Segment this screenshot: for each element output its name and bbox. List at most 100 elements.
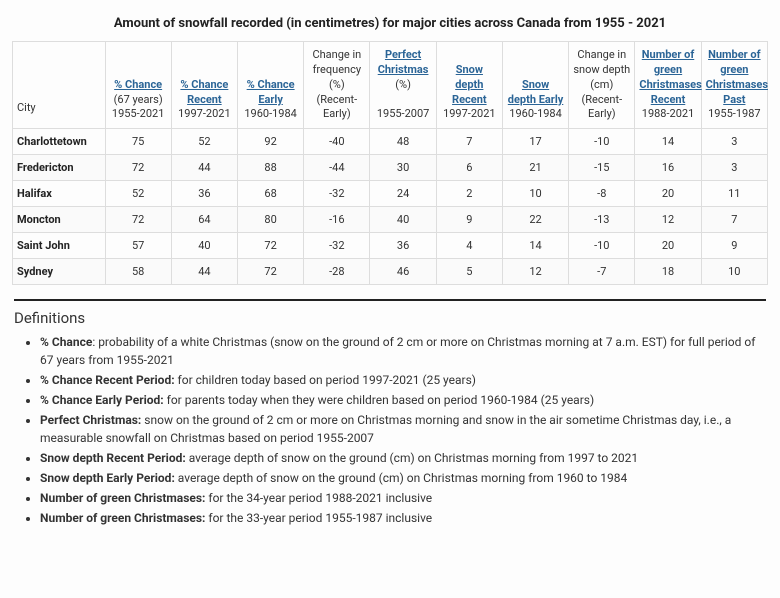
- cell-value: -10: [569, 233, 635, 259]
- cell-value: 80: [238, 207, 304, 233]
- definition-item: % Chance: probability of a white Christm…: [40, 333, 766, 369]
- table-header-row: City % Chance (67 years) 1955-2021 % Cha…: [13, 42, 768, 129]
- col-header-link[interactable]: % Chance Recent: [180, 78, 228, 106]
- cell-value: 92: [238, 129, 304, 155]
- cell-value: 22: [502, 207, 568, 233]
- definition-term: Perfect Christmas:: [40, 413, 141, 427]
- definition-term: Number of green Christmases:: [40, 491, 205, 505]
- cell-value: 44: [171, 259, 237, 285]
- cell-value: 36: [370, 233, 436, 259]
- definition-text: for the 34-year period 1988-2021 inclusi…: [205, 491, 432, 505]
- definition-item: Snow depth Recent Period: average depth …: [40, 449, 766, 467]
- cell-value: -16: [304, 207, 370, 233]
- cell-value: -8: [569, 181, 635, 207]
- cell-value: 12: [502, 259, 568, 285]
- cell-value: -10: [569, 129, 635, 155]
- cell-value: 12: [635, 207, 701, 233]
- cell-value: 44: [171, 155, 237, 181]
- cell-value: 48: [370, 129, 436, 155]
- definition-term: Number of green Christmases:: [40, 511, 205, 525]
- snowfall-table: City % Chance (67 years) 1955-2021 % Cha…: [12, 41, 768, 285]
- table-row: Saint John574072-3236414-10209: [13, 233, 768, 259]
- cell-city: Fredericton: [13, 155, 106, 181]
- cell-value: 10: [502, 181, 568, 207]
- col-header-sub: 1960-1984: [244, 107, 297, 120]
- cell-value: 36: [171, 181, 237, 207]
- col-header-change-depth: Change in snow depth (cm) (Recent-Early): [569, 42, 635, 129]
- col-header-link[interactable]: Snow depth Early: [508, 78, 564, 106]
- definition-text: snow on the ground of 2 cm or more on Ch…: [40, 413, 731, 445]
- cell-value: 21: [502, 155, 568, 181]
- col-header-sub: (%): [395, 78, 411, 91]
- cell-value: 72: [238, 259, 304, 285]
- definition-term: % Chance Recent Period:: [40, 373, 175, 387]
- col-header-link[interactable]: Number of green Christmases Recent: [639, 48, 701, 106]
- cell-value: 4: [436, 233, 502, 259]
- cell-value: 46: [370, 259, 436, 285]
- cell-value: -15: [569, 155, 635, 181]
- cell-value: -32: [304, 181, 370, 207]
- cell-value: 58: [105, 259, 171, 285]
- col-header-change-freq: Change in frequency (%) (Recent-Early): [304, 42, 370, 129]
- col-header-depth-recent: Snow depth Recent 1997-2021: [436, 42, 502, 129]
- table-row: Charlottetown755292-4048717-10143: [13, 129, 768, 155]
- cell-city: Saint John: [13, 233, 106, 259]
- col-header-sub: 1997-2021: [178, 107, 231, 120]
- cell-value: 68: [238, 181, 304, 207]
- col-header-text: Change in snow depth (cm) (Recent-Early): [573, 48, 630, 120]
- cell-value: 9: [436, 207, 502, 233]
- cell-value: 10: [701, 259, 767, 285]
- definition-item: Perfect Christmas: snow on the ground of…: [40, 411, 766, 447]
- cell-value: -32: [304, 233, 370, 259]
- cell-value: 72: [105, 207, 171, 233]
- cell-value: 40: [370, 207, 436, 233]
- definition-item: Snow depth Early Period: average depth o…: [40, 469, 766, 487]
- col-header-text: City: [17, 101, 36, 114]
- table-row: Halifax523668-3224210-82011: [13, 181, 768, 207]
- col-header-city: City: [13, 42, 106, 129]
- cell-city: Moncton: [13, 207, 106, 233]
- col-header-sub: (67 years) 1955-2021: [112, 93, 165, 121]
- col-header-chance-recent: % Chance Recent 1997-2021: [171, 42, 237, 129]
- col-header-sub2: 1955-2007: [377, 107, 430, 120]
- col-header-link[interactable]: % Chance Early: [247, 78, 295, 106]
- col-header-link[interactable]: Snow depth Recent: [452, 63, 487, 106]
- cell-value: -40: [304, 129, 370, 155]
- definition-term: % Chance Early Period:: [40, 393, 164, 407]
- definition-text: for the 33-year period 1955-1987 inclusi…: [205, 511, 432, 525]
- definition-term: Snow depth Recent Period:: [40, 451, 186, 465]
- cell-value: 52: [105, 181, 171, 207]
- definition-item: Number of green Christmases: for the 34-…: [40, 489, 766, 507]
- definition-text: average depth of snow on the ground (cm)…: [186, 451, 638, 465]
- cell-value: 2: [436, 181, 502, 207]
- cell-value: 5: [436, 259, 502, 285]
- col-header-sub: 1955-1987: [708, 107, 761, 120]
- col-header-green-recent: Number of green Christmases Recent 1988-…: [635, 42, 701, 129]
- definitions-list: % Chance: probability of a white Christm…: [40, 333, 766, 527]
- cell-city: Sydney: [13, 259, 106, 285]
- definition-text: for parents today when they were childre…: [164, 393, 594, 407]
- definition-item: % Chance Recent Period: for children tod…: [40, 371, 766, 389]
- cell-value: -7: [569, 259, 635, 285]
- definitions-title: Definitions: [14, 309, 766, 327]
- col-header-link[interactable]: Number of green Christmases Past: [706, 48, 768, 106]
- cell-value: 24: [370, 181, 436, 207]
- definition-term: % Chance: [40, 335, 92, 349]
- cell-value: 6: [436, 155, 502, 181]
- definition-text: average depth of snow on the ground (cm)…: [175, 471, 627, 485]
- table-row: Sydney584472-2846512-71810: [13, 259, 768, 285]
- col-header-chance-early: % Chance Early 1960-1984: [238, 42, 304, 129]
- page-title: Amount of snowfall recorded (in centimet…: [12, 10, 768, 41]
- cell-value: 9: [701, 233, 767, 259]
- table-row: Fredericton724488-4430621-15163: [13, 155, 768, 181]
- table-row: Moncton726480-1640922-13127: [13, 207, 768, 233]
- cell-value: -28: [304, 259, 370, 285]
- col-header-link[interactable]: Perfect Christmas: [378, 48, 429, 76]
- col-header-link[interactable]: % Chance: [114, 78, 162, 91]
- table-body: Charlottetown755292-4048717-10143Frederi…: [13, 129, 768, 285]
- cell-value: 16: [635, 155, 701, 181]
- cell-value: -44: [304, 155, 370, 181]
- col-header-sub: 1988-2021: [642, 107, 695, 120]
- cell-value: 14: [635, 129, 701, 155]
- definition-item: Number of green Christmases: for the 33-…: [40, 509, 766, 527]
